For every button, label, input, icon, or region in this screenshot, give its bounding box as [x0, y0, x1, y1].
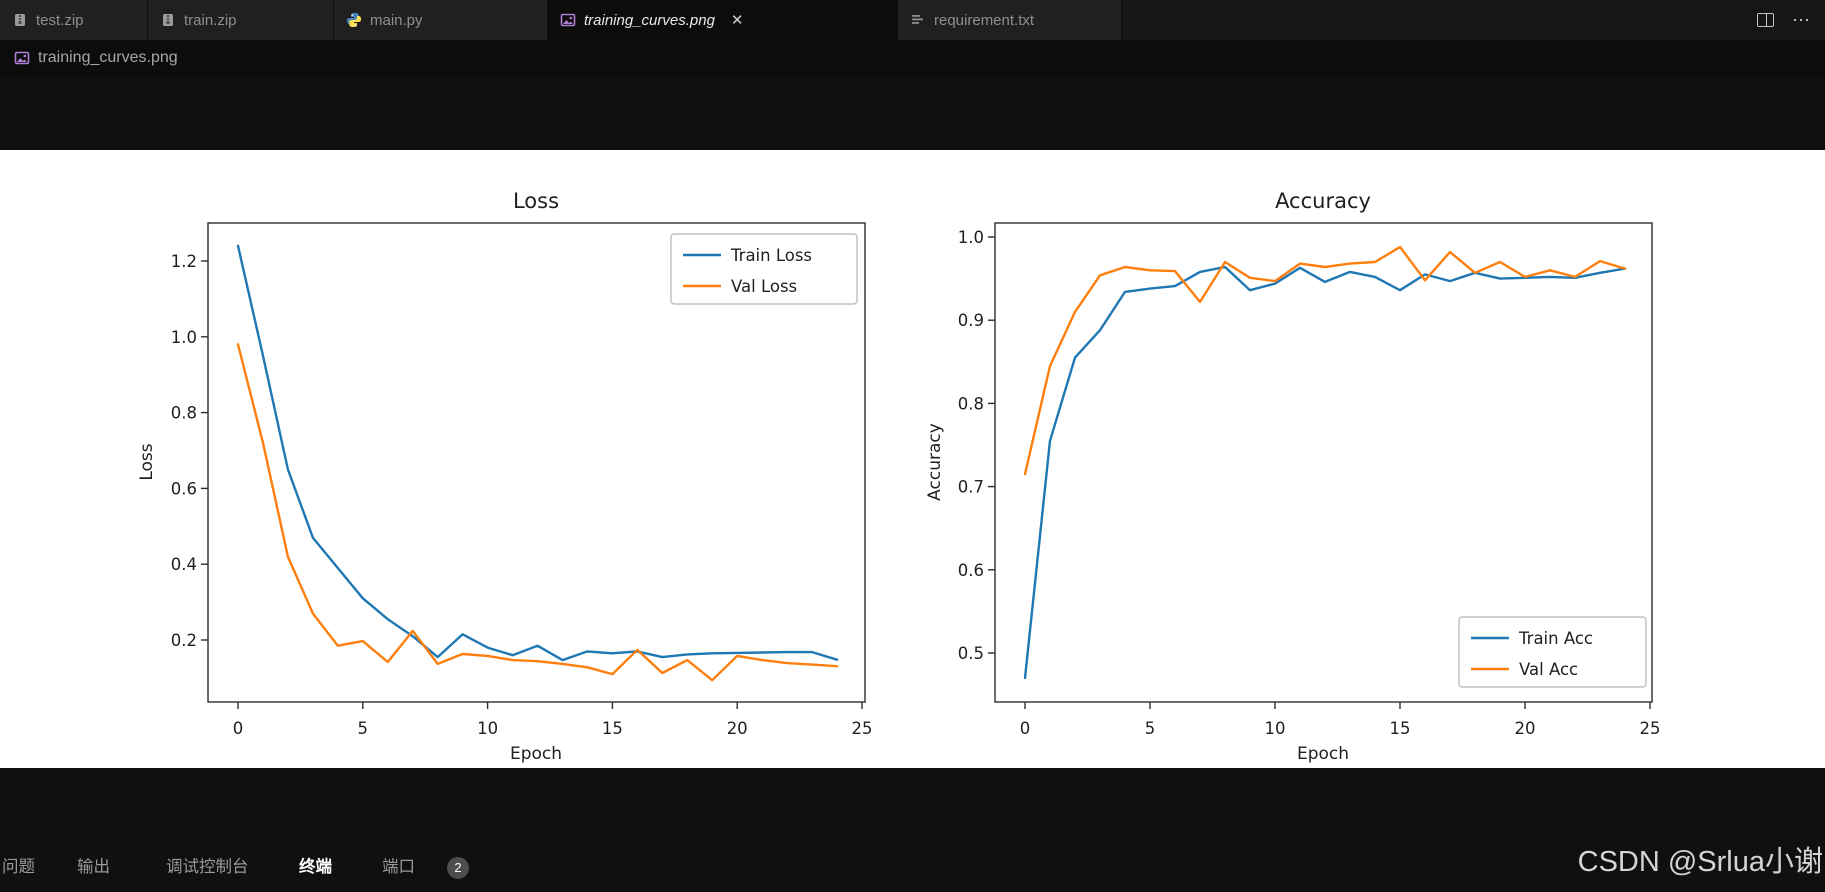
legend-entry-val-acc: Val Acc	[1519, 660, 1578, 679]
chart-accuracy: 0 5 10 15 20 25 0.5 0.6 0.7 0.8 0.9 1.0	[958, 222, 1661, 738]
loss-chart-title: Loss	[513, 189, 559, 213]
list-icon	[910, 12, 926, 28]
y-tick-label: 0.8	[958, 394, 984, 413]
editor-tab-bar: test.zip train.zip main.py training_curv…	[0, 0, 1825, 40]
legend-entry-train-loss: Train Loss	[730, 246, 812, 265]
zip-icon	[160, 12, 176, 28]
y-tick-label: 0.5	[958, 644, 984, 663]
tab-test-zip[interactable]: test.zip	[0, 0, 148, 40]
csdn-watermark: CSDN @Srlua小谢	[1577, 846, 1823, 878]
training-curves-svg: 0 5 10 15 20 25 0.2 0.4 0.6 0.8 1.0 1.2 0 5 10 15 20 25 0.…	[137, 189, 1661, 764]
split-editor-icon[interactable]	[1757, 13, 1774, 27]
tab-label: training_curves.png	[584, 11, 715, 29]
breadcrumb[interactable]: training_curves.png	[0, 40, 1825, 76]
tab-requirement-txt[interactable]: requirement.txt	[898, 0, 1122, 40]
breadcrumb-item[interactable]: training_curves.png	[38, 49, 178, 66]
python-icon	[346, 12, 362, 28]
x-tick-label: 15	[1390, 719, 1411, 738]
x-tick-label: 20	[1515, 719, 1536, 738]
image-icon	[560, 12, 576, 28]
loss-yaxis-label: Loss	[137, 443, 157, 480]
chart-loss: 0 5 10 15 20 25 0.2 0.4 0.6 0.8 1.0 1.2	[171, 222, 873, 738]
tab-train-zip[interactable]: train.zip	[148, 0, 334, 40]
legend-entry-train-acc: Train Acc	[1518, 629, 1593, 648]
panel-tab-debug-console[interactable]: 调试控制台	[166, 858, 249, 876]
image-icon	[14, 50, 30, 66]
x-tick-label: 0	[233, 719, 244, 738]
x-tick-label: 25	[1640, 719, 1661, 738]
zip-icon	[12, 12, 28, 28]
tab-label: test.zip	[36, 11, 84, 29]
x-tick-label: 15	[602, 719, 623, 738]
plot-frame	[207, 222, 866, 703]
val-loss-line	[236, 343, 839, 682]
x-tick-label: 10	[477, 719, 498, 738]
plot-frame	[994, 222, 1653, 703]
y-tick-label: 1.2	[171, 252, 197, 271]
tab-label: main.py	[370, 11, 423, 29]
more-actions-icon[interactable]: ⋯	[1792, 9, 1811, 30]
y-tick-label: 0.9	[958, 311, 984, 330]
accuracy-chart-title: Accuracy	[1275, 189, 1371, 213]
y-tick-label: 1.0	[171, 328, 197, 347]
loss-xaxis-label: Epoch	[510, 744, 562, 764]
panel-tab-ports[interactable]: 端口	[382, 858, 415, 876]
y-tick-label: 0.4	[171, 555, 197, 574]
training-curves-figure: 0 5 10 15 20 25 0.2 0.4 0.6 0.8 1.0 1.2 0 5 10 15 20 25 0.…	[0, 150, 1825, 768]
y-tick-label: 0.2	[171, 631, 197, 650]
x-tick-label: 25	[852, 719, 873, 738]
panel-tab-problems[interactable]: 问题	[2, 858, 35, 876]
tab-bar-spacer	[1122, 0, 1743, 40]
y-tick-label: 0.7	[958, 478, 984, 497]
train-loss-line	[236, 244, 839, 662]
tab-training-curves-png[interactable]: training_curves.png ✕	[548, 0, 898, 40]
x-tick-label: 5	[358, 719, 369, 738]
panel-tab-terminal[interactable]: 终端	[299, 858, 332, 876]
ports-count-badge: 2	[447, 857, 469, 879]
accuracy-xaxis-label: Epoch	[1297, 744, 1349, 764]
y-tick-label: 0.6	[958, 561, 984, 580]
x-tick-label: 5	[1145, 719, 1156, 738]
y-tick-label: 0.8	[171, 404, 197, 423]
panel-tab-output[interactable]: 输出	[77, 858, 110, 876]
legend-entry-val-loss: Val Loss	[731, 277, 797, 296]
tab-main-py[interactable]: main.py	[334, 0, 548, 40]
val-acc-line	[1023, 245, 1627, 476]
accuracy-yaxis-label: Accuracy	[925, 423, 945, 501]
editor-actions: ⋯	[1743, 0, 1825, 40]
tab-label: train.zip	[184, 11, 237, 29]
close-icon[interactable]: ✕	[730, 11, 744, 29]
loss-legend: Train Loss Val Loss	[670, 233, 858, 305]
y-tick-label: 1.0	[958, 228, 984, 247]
x-tick-label: 0	[1020, 719, 1031, 738]
train-acc-line	[1023, 265, 1627, 680]
tab-label: requirement.txt	[934, 11, 1035, 29]
x-tick-label: 20	[727, 719, 748, 738]
x-tick-label: 10	[1265, 719, 1286, 738]
y-tick-label: 0.6	[171, 479, 197, 498]
accuracy-legend: Train Acc Val Acc	[1458, 616, 1647, 688]
